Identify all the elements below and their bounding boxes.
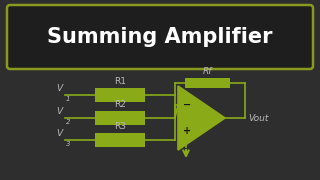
Bar bbox=[185, 78, 230, 88]
Text: 3: 3 bbox=[66, 141, 70, 147]
Text: −: − bbox=[183, 100, 191, 110]
Text: R3: R3 bbox=[114, 122, 126, 131]
Text: Rf: Rf bbox=[203, 67, 212, 76]
Bar bbox=[95, 133, 145, 147]
Text: 2: 2 bbox=[66, 119, 70, 125]
Text: Vout: Vout bbox=[248, 114, 268, 123]
Bar bbox=[95, 88, 145, 102]
Text: V: V bbox=[56, 84, 62, 93]
FancyBboxPatch shape bbox=[7, 5, 313, 69]
Text: R1: R1 bbox=[114, 77, 126, 86]
Bar bbox=[95, 111, 145, 125]
Text: V: V bbox=[56, 129, 62, 138]
Text: +: + bbox=[183, 126, 191, 136]
Text: 1: 1 bbox=[66, 96, 70, 102]
Text: V: V bbox=[56, 107, 62, 116]
Polygon shape bbox=[178, 86, 225, 150]
Text: Summing Amplifier: Summing Amplifier bbox=[47, 27, 273, 47]
Text: R2: R2 bbox=[114, 100, 126, 109]
